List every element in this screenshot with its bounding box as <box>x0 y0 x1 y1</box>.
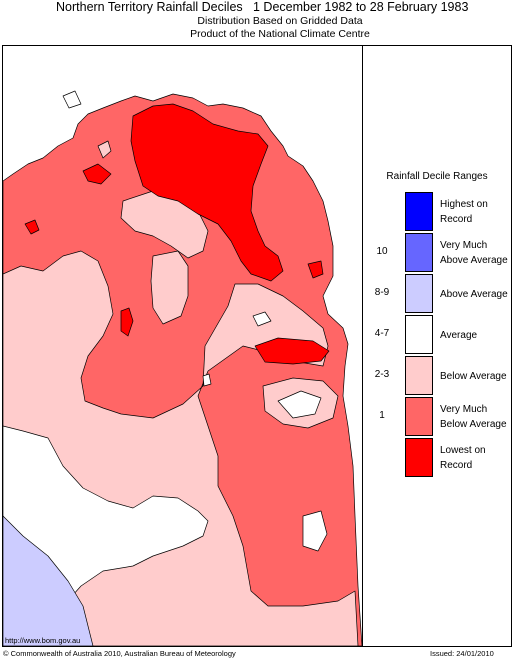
swatch-very-much-below <box>405 397 433 436</box>
region-above-average-sw <box>3 515 94 646</box>
legend-range-below: 2-3 <box>374 369 390 380</box>
region-below-average-central <box>150 250 189 325</box>
legend-label-below: Below Average <box>440 371 507 382</box>
title-text: Northern Territory Rainfall Deciles <box>56 0 243 14</box>
legend-range-above: 8-9 <box>374 287 390 298</box>
region-average-se <box>302 510 328 552</box>
swatch-lowest <box>405 438 433 477</box>
swatch-average <box>405 315 433 354</box>
footer-url[interactable]: http://www.bom.gov.au <box>5 636 81 645</box>
legend-label-average: Average <box>440 330 478 341</box>
region-lowest-on-record-west <box>120 307 134 337</box>
swatch-below <box>405 356 433 395</box>
swatch-above <box>405 274 433 313</box>
legend-label-highest-1: Highest on <box>440 199 488 210</box>
legend-label-very-much-above-1: Very Much <box>440 240 488 251</box>
legend-range-average: 4-7 <box>374 328 390 339</box>
region-average-east-patch <box>277 390 322 419</box>
date-range: 1 December 1982 to 28 February 1983 <box>253 0 469 14</box>
legend-label-lowest-2: Record <box>440 460 473 471</box>
region-average-small-2 <box>252 311 272 327</box>
legend-label-lowest-1: Lowest on <box>440 445 486 456</box>
region-below-average-nw <box>97 140 112 159</box>
subtitle-distribution: Distribution Based on Gridded Data <box>197 15 363 27</box>
region-lowest-on-record-coast <box>307 260 324 279</box>
legend-range-very-much-below: 1 <box>379 410 385 421</box>
swatch-very-much-above <box>405 233 433 272</box>
subtitle-product: Product of the National Climate Centre <box>190 28 370 40</box>
region-lowest-on-record-sw <box>82 163 112 185</box>
footer-issued: Issued: 24/01/2010 <box>430 649 494 658</box>
legend-label-highest-2: Record <box>440 214 473 225</box>
footer-copyright: © Commonwealth of Australia 2010, Austra… <box>3 649 236 658</box>
map-title: Northern Territory Rainfall Deciles 1 De… <box>0 0 516 16</box>
region-lowest-on-record-nw <box>24 219 40 235</box>
legend-label-above: Above Average <box>440 289 508 300</box>
rainfall-decile-map <box>3 90 362 646</box>
swatch-highest <box>405 192 433 231</box>
legend-range-very-much-above: 10 <box>376 246 388 257</box>
legend-label-very-much-above-2: Above Average <box>440 255 508 266</box>
map-frame <box>2 45 512 647</box>
legend-title: Rainfall Decile Ranges <box>386 171 488 182</box>
legend-divider <box>362 45 363 647</box>
legend-label-very-much-below-1: Very Much <box>440 404 488 415</box>
region-lowest-on-record-blob <box>254 337 330 365</box>
region-lowest-on-record-north <box>130 103 284 282</box>
region-average-nw <box>62 90 82 109</box>
region-average-small-1 <box>202 373 212 387</box>
legend-label-very-much-below-2: Below Average <box>440 419 507 430</box>
